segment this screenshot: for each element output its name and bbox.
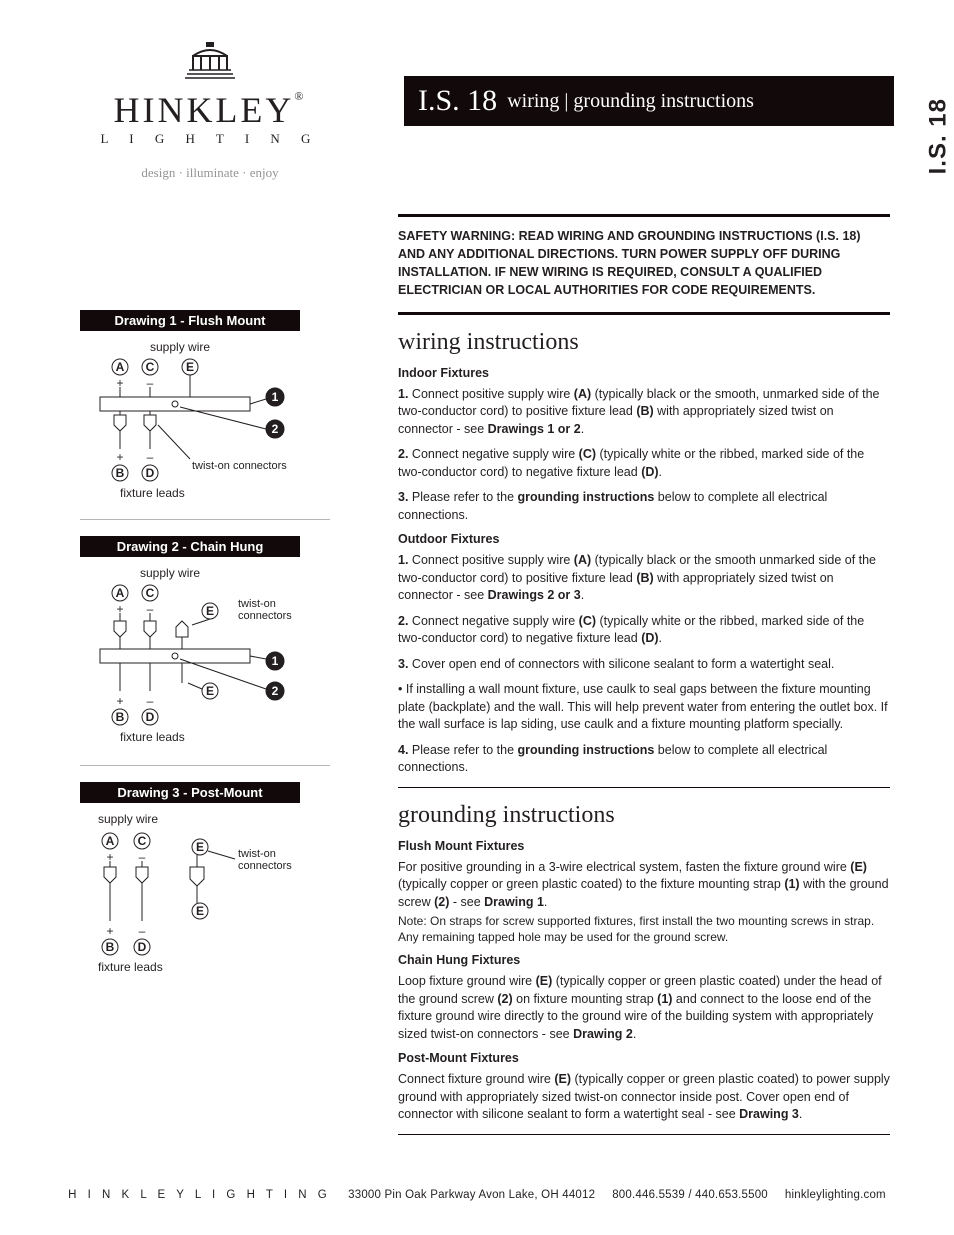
flush-note: Note: On straps for screw supported fixt… [398,913,890,945]
svg-text:D: D [146,466,155,480]
svg-text:2: 2 [272,684,279,698]
svg-text:+: + [116,450,123,464]
brand-logo: HINKLEY® L I G H T I N G design · illumi… [80,38,340,181]
svg-text:B: B [106,940,115,954]
svg-text:C: C [138,834,147,848]
rule [398,787,890,788]
svg-text:B: B [116,466,125,480]
svg-text:twist-on: twist-on [238,848,276,860]
drawing-2: Drawing 2 - Chain Hung supply wire A C +… [80,536,330,766]
footer-phone: 800.446.5539 / 440.653.5500 [612,1189,768,1201]
svg-text:supply wire: supply wire [98,812,158,826]
grounding-heading: grounding instructions [398,802,890,829]
drawing-2-svg: supply wire A C + – E twist-on connector… [80,565,310,755]
svg-text:+: + [116,694,123,708]
svg-text:–: – [147,450,154,464]
svg-text:D: D [146,710,155,724]
svg-text:supply wire: supply wire [140,566,200,580]
drawing-2-title: Drawing 2 - Chain Hung [80,536,300,557]
indoor-heading: Indoor Fixtures [398,366,890,380]
svg-text:fixture leads: fixture leads [120,486,185,500]
svg-text:connectors: connectors [238,860,292,872]
drawing-1-svg: supply wire A C E + – + – B [80,339,310,509]
flush-heading: Flush Mount Fixtures [398,839,890,853]
indoor-step-2: 2. Connect negative supply wire (C) (typ… [398,446,890,481]
drawings-column: Drawing 1 - Flush Mount supply wire A C … [80,310,330,1012]
drawing-3-title: Drawing 3 - Post-Mount [80,782,300,803]
outdoor-step-1: 1. Connect positive supply wire (A) (typ… [398,552,890,605]
wiring-heading: wiring instructions [398,329,890,356]
svg-text:twist-on: twist-on [238,598,276,610]
indoor-step-1: 1. Connect positive supply wire (A) (typ… [398,386,890,439]
safety-warning: SAFETY WARNING: READ WIRING AND GROUNDIN… [398,227,890,300]
svg-text:E: E [196,840,204,854]
footer-address: 33000 Pin Oak Parkway Avon Lake, OH 4401… [348,1189,595,1201]
side-tab: I.S. 18 [924,98,952,174]
outdoor-step-2: 2. Connect negative supply wire (C) (typ… [398,613,890,648]
logo-tagline: design · illuminate · enjoy [80,165,340,181]
flush-body: For positive grounding in a 3-wire elect… [398,859,890,912]
post-body: Connect fixture ground wire (E) (typical… [398,1071,890,1124]
rule [398,1134,890,1135]
outdoor-step-3: 3. Cover open end of connectors with sil… [398,656,890,674]
svg-text:+: + [106,924,113,938]
footer-site: hinkleylighting.com [785,1189,886,1201]
logo-name: HINKLEY® [80,89,340,131]
page-footer: H I N K L E Y L I G H T I N G 33000 Pin … [60,1189,894,1201]
svg-text:fixture leads: fixture leads [120,730,185,744]
svg-text:C: C [146,586,155,600]
svg-text:E: E [206,684,214,698]
svg-text:C: C [146,360,155,374]
svg-text:B: B [116,710,125,724]
svg-text:E: E [186,360,194,374]
svg-text:1: 1 [272,654,279,668]
post-heading: Post-Mount Fixtures [398,1051,890,1065]
svg-text:–: – [147,694,154,708]
svg-text:D: D [138,940,147,954]
drawing-3-svg: supply wire A C E + – twist-on connector… [80,811,310,986]
svg-text:1: 1 [272,390,279,404]
svg-text:connectors: connectors [238,610,292,622]
outdoor-bullet: • If installing a wall mount fixture, us… [398,681,890,734]
svg-text:A: A [116,360,125,374]
footer-brand: H I N K L E Y L I G H T I N G [68,1189,331,1201]
banner-rest: wiring | grounding instructions [507,90,754,113]
rule [398,312,890,315]
svg-text:A: A [106,834,115,848]
chain-body: Loop fixture ground wire (E) (typically … [398,973,890,1043]
svg-text:A: A [116,586,125,600]
chain-heading: Chain Hung Fixtures [398,953,890,967]
drawing-1: Drawing 1 - Flush Mount supply wire A C … [80,310,330,520]
svg-text:E: E [196,904,204,918]
drawing-1-title: Drawing 1 - Flush Mount [80,310,300,331]
main-content: SAFETY WARNING: READ WIRING AND GROUNDIN… [398,214,890,1145]
rule [398,214,890,217]
outdoor-heading: Outdoor Fixtures [398,532,890,546]
title-banner: I.S. 18 wiring | grounding instructions [404,76,894,126]
drawing-3: Drawing 3 - Post-Mount supply wire A C E… [80,782,330,996]
svg-text:supply wire: supply wire [150,340,210,354]
svg-text:2: 2 [272,422,279,436]
logo-subtitle: L I G H T I N G [80,131,340,147]
indoor-step-3: 3. Please refer to the grounding instruc… [398,489,890,524]
logo-emblem-icon [175,38,245,87]
banner-code: I.S. 18 [418,84,497,118]
svg-text:fixture leads: fixture leads [98,960,163,974]
svg-text:twist-on connectors: twist-on connectors [192,460,287,472]
svg-text:E: E [206,604,214,618]
outdoor-step-4: 4. Please refer to the grounding instruc… [398,742,890,777]
svg-text:–: – [139,924,146,938]
